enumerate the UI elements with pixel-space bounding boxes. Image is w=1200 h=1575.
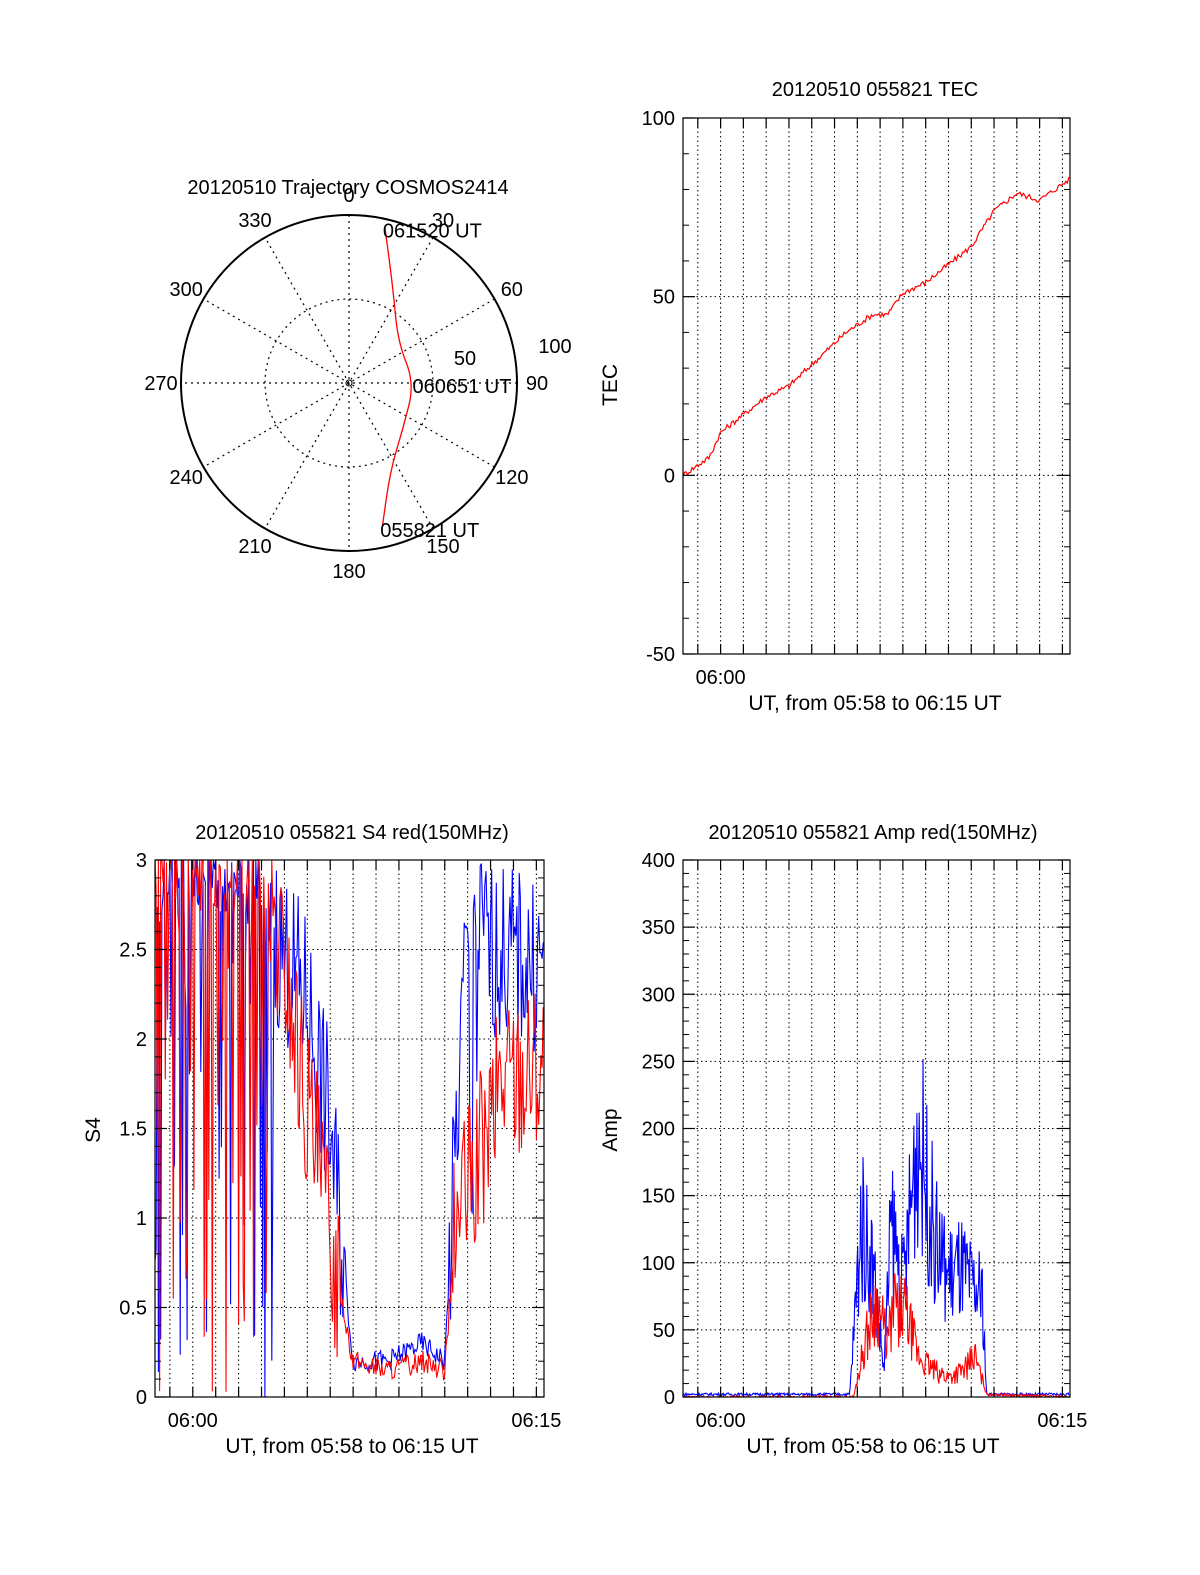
center-mark xyxy=(345,379,353,387)
y-tick-label: 150 xyxy=(642,1186,675,1208)
trajectory-panel: 20120510 Trajectory COSMOS2414 0 30 60 90 12… xyxy=(144,177,571,583)
trajectory-line xyxy=(381,227,412,528)
trajectory-annotations: 061520 UT 060651 UT 055821 UT xyxy=(380,220,511,542)
y-tick-label: 1 xyxy=(136,1208,147,1230)
azimuth-label: 30 xyxy=(432,210,454,232)
amp-y-label: Amp xyxy=(599,1108,622,1151)
tec-x-ticks: 06:00 xyxy=(696,118,1064,689)
azimuth-label: 270 xyxy=(144,373,177,395)
plot-frame xyxy=(682,117,1071,655)
y-tick-label: 0.5 xyxy=(119,1298,147,1320)
polar-grid xyxy=(180,214,518,552)
trajectory-title: 20120510 Trajectory COSMOS2414 xyxy=(187,177,508,199)
azimuth-label: 90 xyxy=(526,373,548,395)
x-tick-label: 06:00 xyxy=(696,667,746,689)
amp-panel: 20120510 055821 Amp red(150MHz) 0 50 100 15… xyxy=(599,822,1087,1458)
azimuth-label: 0 xyxy=(343,185,354,207)
series-line xyxy=(154,858,544,1392)
series-line xyxy=(682,176,1070,478)
y-tick-label: 2.5 xyxy=(119,940,147,962)
ring-labels: 50 100 xyxy=(454,336,572,370)
s4-x-label: UT, from 05:58 to 06:15 UT xyxy=(225,1435,478,1458)
s4-panel: 20120510 055821 S4 red(150MHz) 0 0.5 1 1.5 2… xyxy=(82,822,561,1458)
y-tick-label: 1.5 xyxy=(119,1119,147,1141)
s4-y-ticks: 0 0.5 1 1.5 2 2.5 3 xyxy=(119,850,544,1409)
azimuth-label: 300 xyxy=(169,279,202,301)
s4-x-ticks: 06:00 06:15 xyxy=(168,860,561,1432)
y-tick-label: 0 xyxy=(664,1387,675,1409)
azimuth-label: 180 xyxy=(332,561,365,583)
s4-y-label: S4 xyxy=(82,1117,105,1143)
trajectory-annotation: 055821 UT xyxy=(380,520,479,542)
y-tick-label: 2 xyxy=(136,1029,147,1051)
x-tick-label: 06:00 xyxy=(168,1410,218,1432)
y-tick-label: -50 xyxy=(646,644,675,666)
y-tick-label: 100 xyxy=(642,1253,675,1275)
y-tick-label: 300 xyxy=(642,984,675,1006)
azimuth-label: 60 xyxy=(501,279,523,301)
tec-title: 20120510 055821 TEC xyxy=(772,79,978,101)
y-tick-label: 50 xyxy=(653,1320,675,1342)
tec-frame xyxy=(682,117,1071,655)
y-tick-label: 350 xyxy=(642,917,675,939)
y-tick-label: 0 xyxy=(136,1387,147,1409)
tec-y-label: TEC xyxy=(599,364,622,406)
azimuth-label: 150 xyxy=(426,536,459,558)
s4-title: 20120510 055821 S4 red(150MHz) xyxy=(195,822,509,844)
azimuth-labels: 0 30 60 90 120 150 180 210 240 270 300 330 xyxy=(144,185,548,583)
trajectory-series xyxy=(381,227,412,528)
ring-label: 50 xyxy=(454,348,476,370)
amp-y-ticks: 0 50 100 150 200 250 300 350 400 xyxy=(642,850,1070,1409)
tec-x-label: UT, from 05:58 to 06:15 UT xyxy=(748,692,1001,715)
tec-series xyxy=(682,176,1070,478)
tec-grid xyxy=(683,118,1070,654)
x-tick-label: 06:15 xyxy=(511,1410,561,1432)
y-tick-label: 100 xyxy=(642,108,675,130)
y-tick-label: 200 xyxy=(642,1119,675,1141)
azimuth-label: 210 xyxy=(238,536,271,558)
x-tick-label: 06:15 xyxy=(1037,1410,1087,1432)
s4-series xyxy=(154,858,544,1397)
azimuth-label: 240 xyxy=(169,467,202,489)
spoke-line xyxy=(264,237,434,529)
y-tick-label: 400 xyxy=(642,850,675,872)
amp-x-label: UT, from 05:58 to 06:15 UT xyxy=(746,1435,999,1458)
trajectory-annotation: 060651 UT xyxy=(413,376,512,398)
tec-y-ticks: -50 0 50 100 xyxy=(642,108,1070,666)
x-tick-label: 06:00 xyxy=(696,1410,746,1432)
y-tick-label: 250 xyxy=(642,1051,675,1073)
azimuth-label: 120 xyxy=(495,467,528,489)
y-tick-label: 3 xyxy=(136,850,147,872)
ring-label: 100 xyxy=(538,336,571,358)
azimuth-label: 330 xyxy=(238,210,271,232)
trajectory-annotation: 061520 UT xyxy=(383,220,482,242)
amp-x-ticks: 06:00 06:15 xyxy=(696,860,1087,1432)
tec-panel: 20120510 055821 TEC -50 0 50 100 06:00 UT, … xyxy=(599,79,1071,715)
y-tick-label: 50 xyxy=(653,287,675,309)
amp-title: 20120510 055821 Amp red(150MHz) xyxy=(708,822,1037,844)
y-tick-label: 0 xyxy=(664,465,675,487)
series-line xyxy=(154,859,544,1397)
